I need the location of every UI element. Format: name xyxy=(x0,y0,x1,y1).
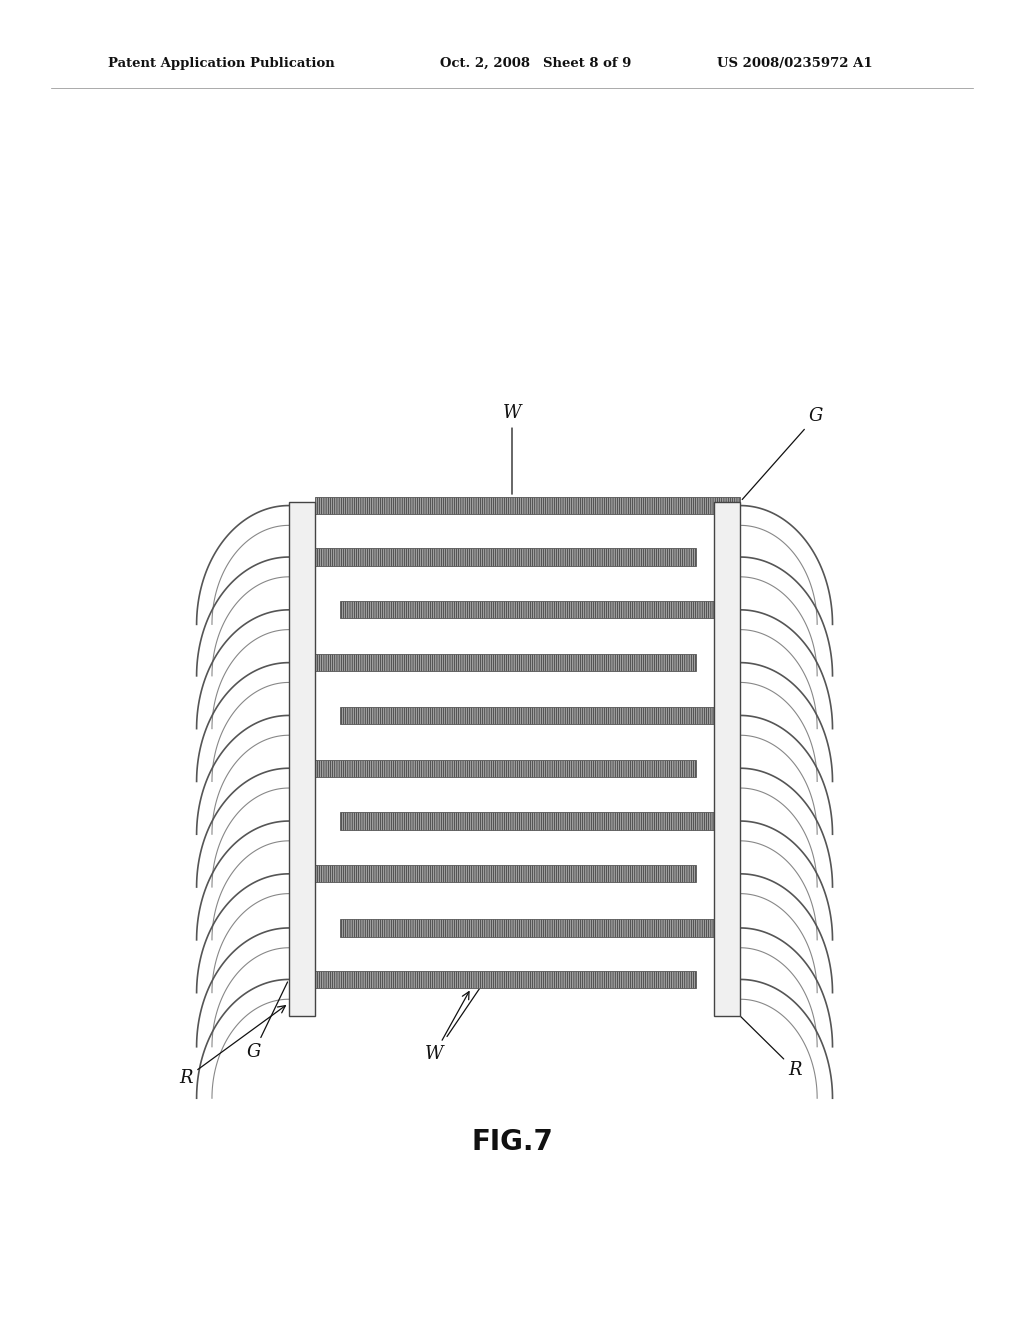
Bar xyxy=(315,972,696,987)
Text: Patent Application Publication: Patent Application Publication xyxy=(108,57,334,70)
Bar xyxy=(340,812,740,830)
Bar xyxy=(315,655,696,671)
Text: G: G xyxy=(247,982,288,1061)
Bar xyxy=(714,502,740,1016)
Text: R: R xyxy=(717,993,802,1080)
Bar xyxy=(315,760,696,776)
Bar xyxy=(315,498,740,513)
Text: R: R xyxy=(179,1006,286,1088)
Text: W: W xyxy=(425,991,469,1064)
Bar xyxy=(289,502,315,1016)
Bar xyxy=(340,708,740,723)
Text: Sheet 8 of 9: Sheet 8 of 9 xyxy=(543,57,631,70)
Text: G: G xyxy=(742,407,823,499)
Bar xyxy=(340,919,740,937)
Text: FIG.7: FIG.7 xyxy=(471,1127,553,1156)
Bar xyxy=(315,549,696,565)
Bar xyxy=(315,866,696,882)
Text: W: W xyxy=(503,404,521,494)
Bar xyxy=(340,601,740,618)
Text: US 2008/0235972 A1: US 2008/0235972 A1 xyxy=(717,57,872,70)
Text: Oct. 2, 2008: Oct. 2, 2008 xyxy=(440,57,530,70)
